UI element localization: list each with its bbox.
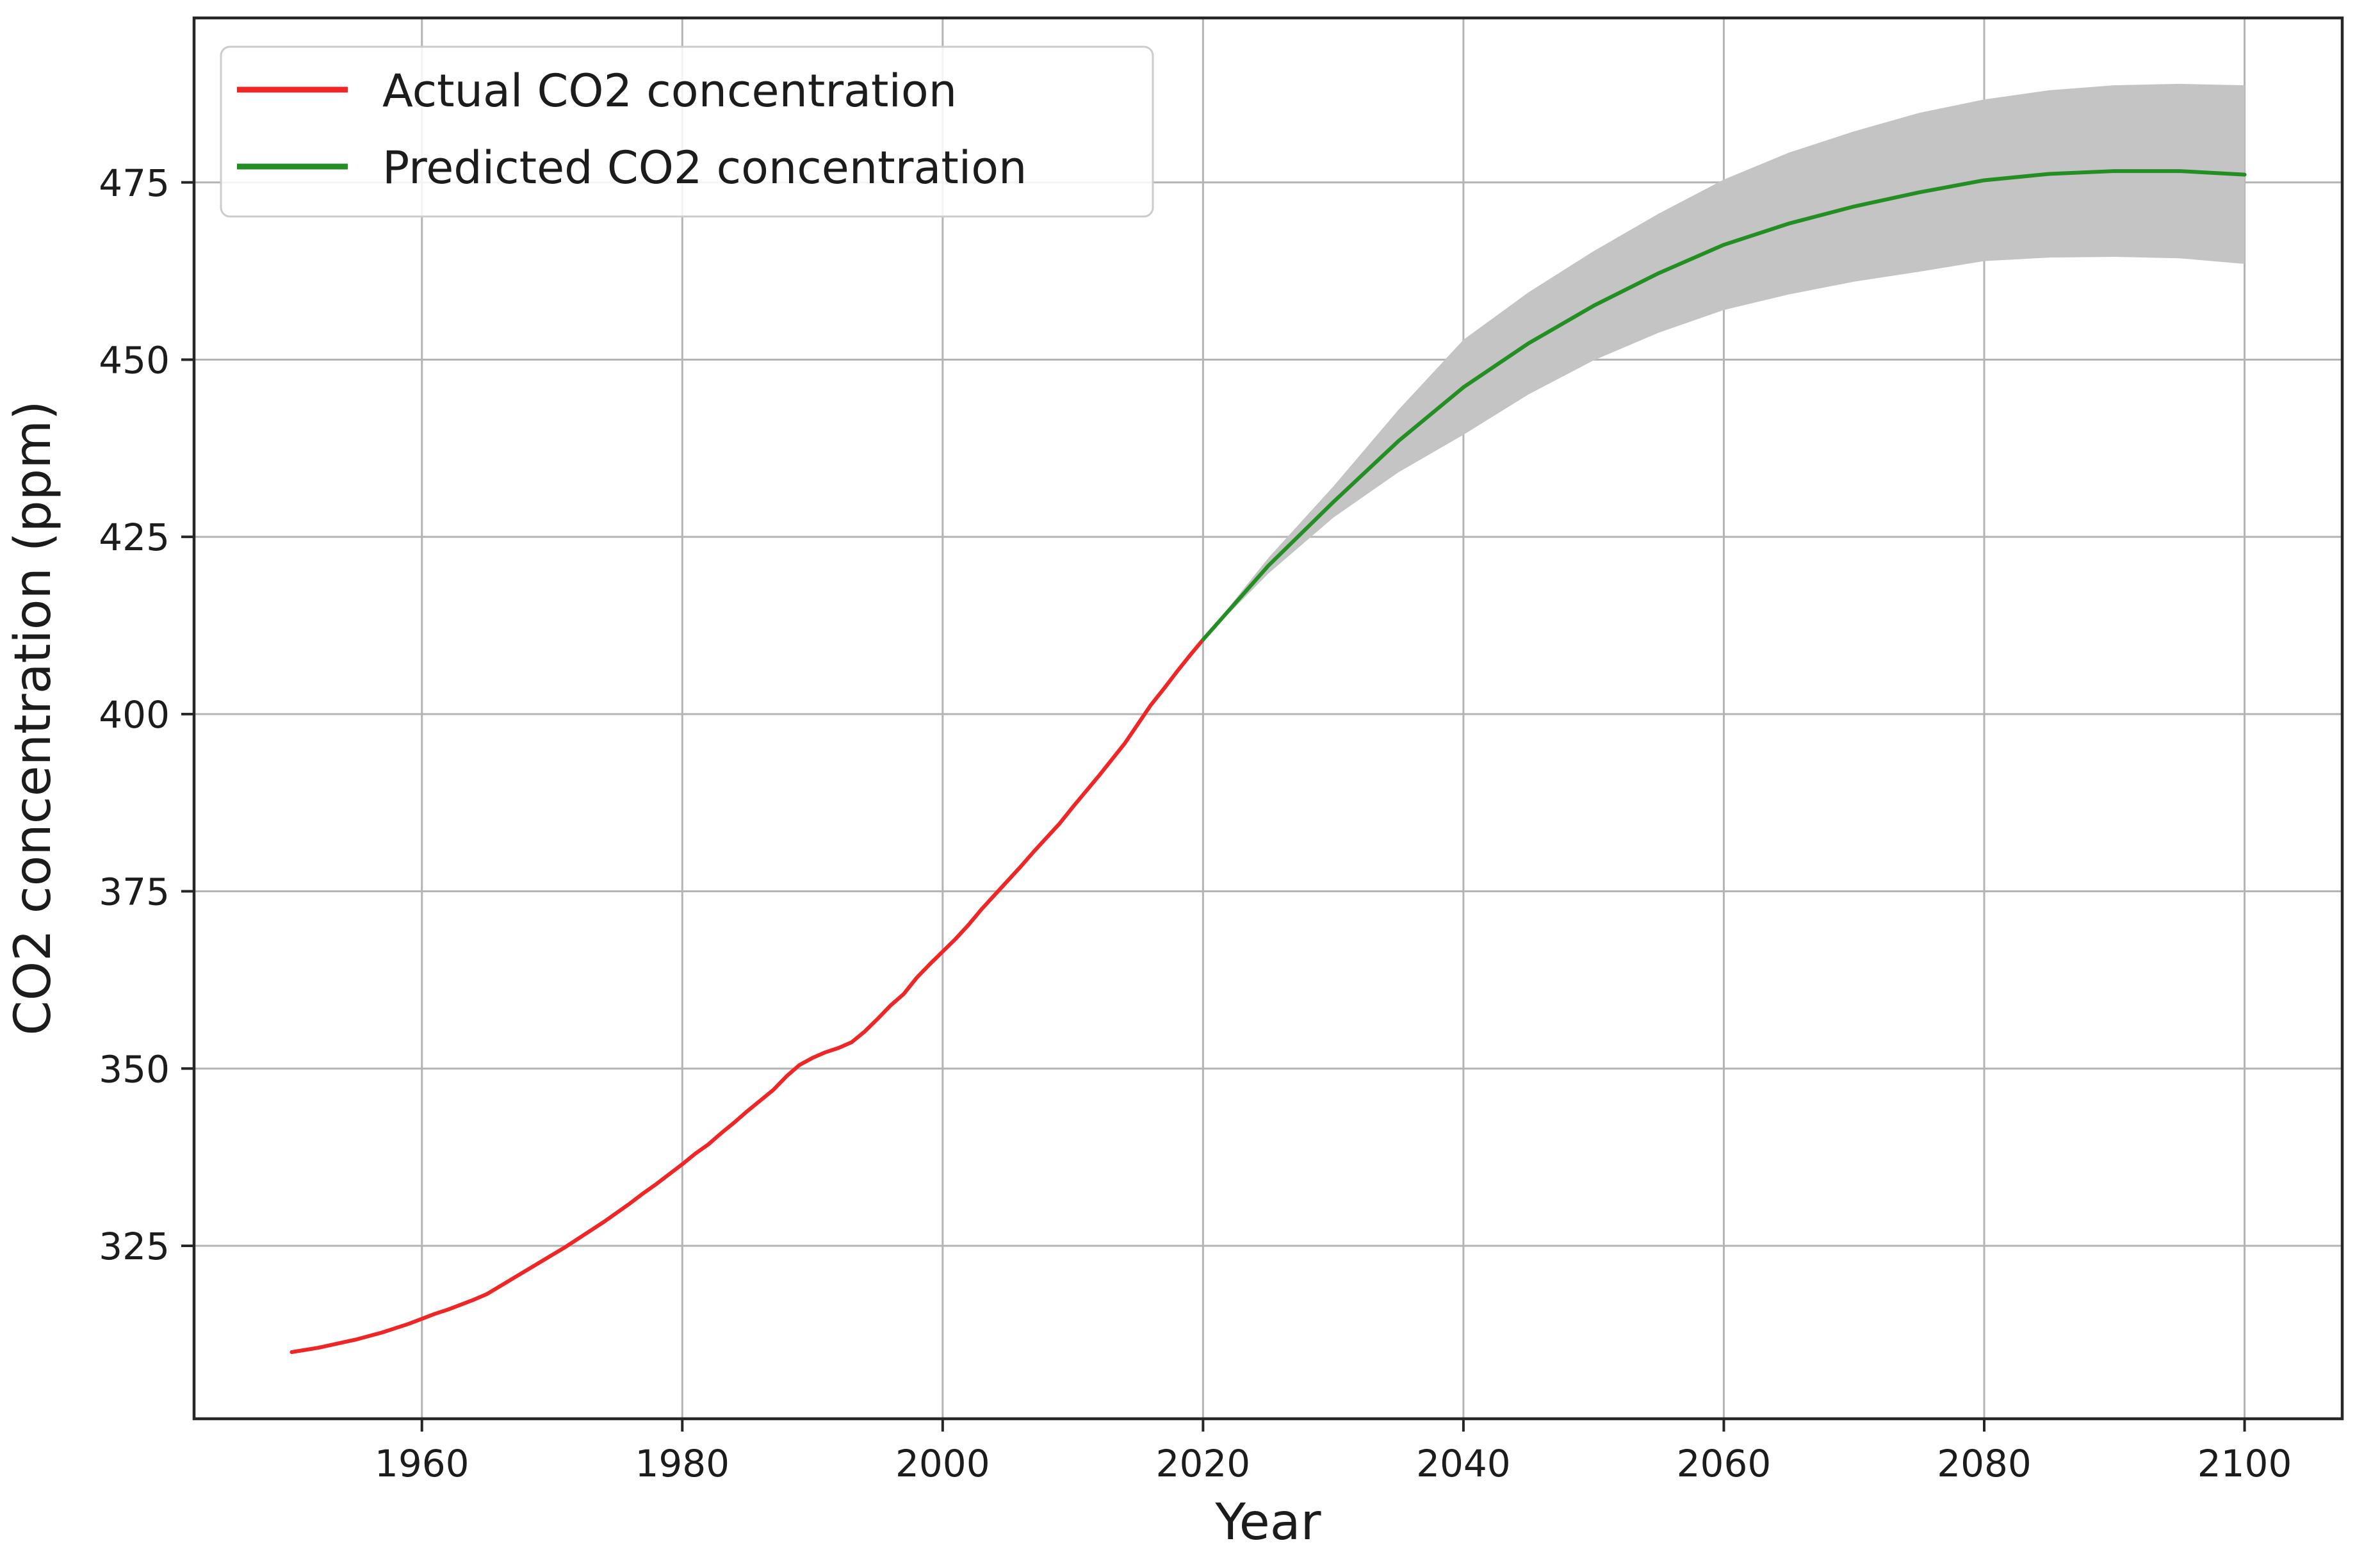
x-tick-label: 1980 [635, 1442, 730, 1485]
x-tick-label: 2020 [1156, 1442, 1251, 1485]
tick-marks-and-labels: 1960 1980 2000 2020 2040 2060 2080 2100 325 350 37… [99, 161, 2292, 1485]
y-tick-label: 475 [99, 161, 170, 205]
x-tick-label: 2000 [895, 1442, 990, 1485]
series-layer [289, 169, 2247, 1354]
y-tick-label: 350 [99, 1047, 170, 1091]
confidence-band-layer [1203, 83, 2245, 640]
x-tick-label: 2100 [2197, 1442, 2292, 1485]
legend-box [220, 45, 1154, 218]
actual-co2-line [289, 637, 1205, 1354]
x-axis-label: Year [1214, 1494, 1321, 1551]
y-tick-label: 400 [99, 693, 170, 737]
x-tick-label: 2040 [1416, 1442, 1511, 1485]
x-tick-label: 1960 [375, 1442, 469, 1485]
predicted-co2-line [1201, 169, 2247, 642]
y-tick-label: 325 [99, 1225, 170, 1268]
x-tick-label: 2080 [1937, 1442, 2032, 1485]
legend-label-predicted: Predicted CO2 concentration [382, 142, 1027, 194]
y-tick-label: 450 [99, 338, 170, 382]
x-tick-label: 2060 [1677, 1442, 1772, 1485]
confidence-band [1203, 83, 2245, 640]
legend: Actual CO2 concentration Predicted CO2 c… [220, 45, 1154, 218]
y-tick-label: 425 [99, 516, 170, 559]
y-tick-label: 375 [99, 870, 170, 914]
plot-border [192, 16, 2344, 1421]
y-axis-label: CO2 concentration (ppm) [4, 400, 62, 1035]
legend-label-actual: Actual CO2 concentration [382, 65, 957, 117]
